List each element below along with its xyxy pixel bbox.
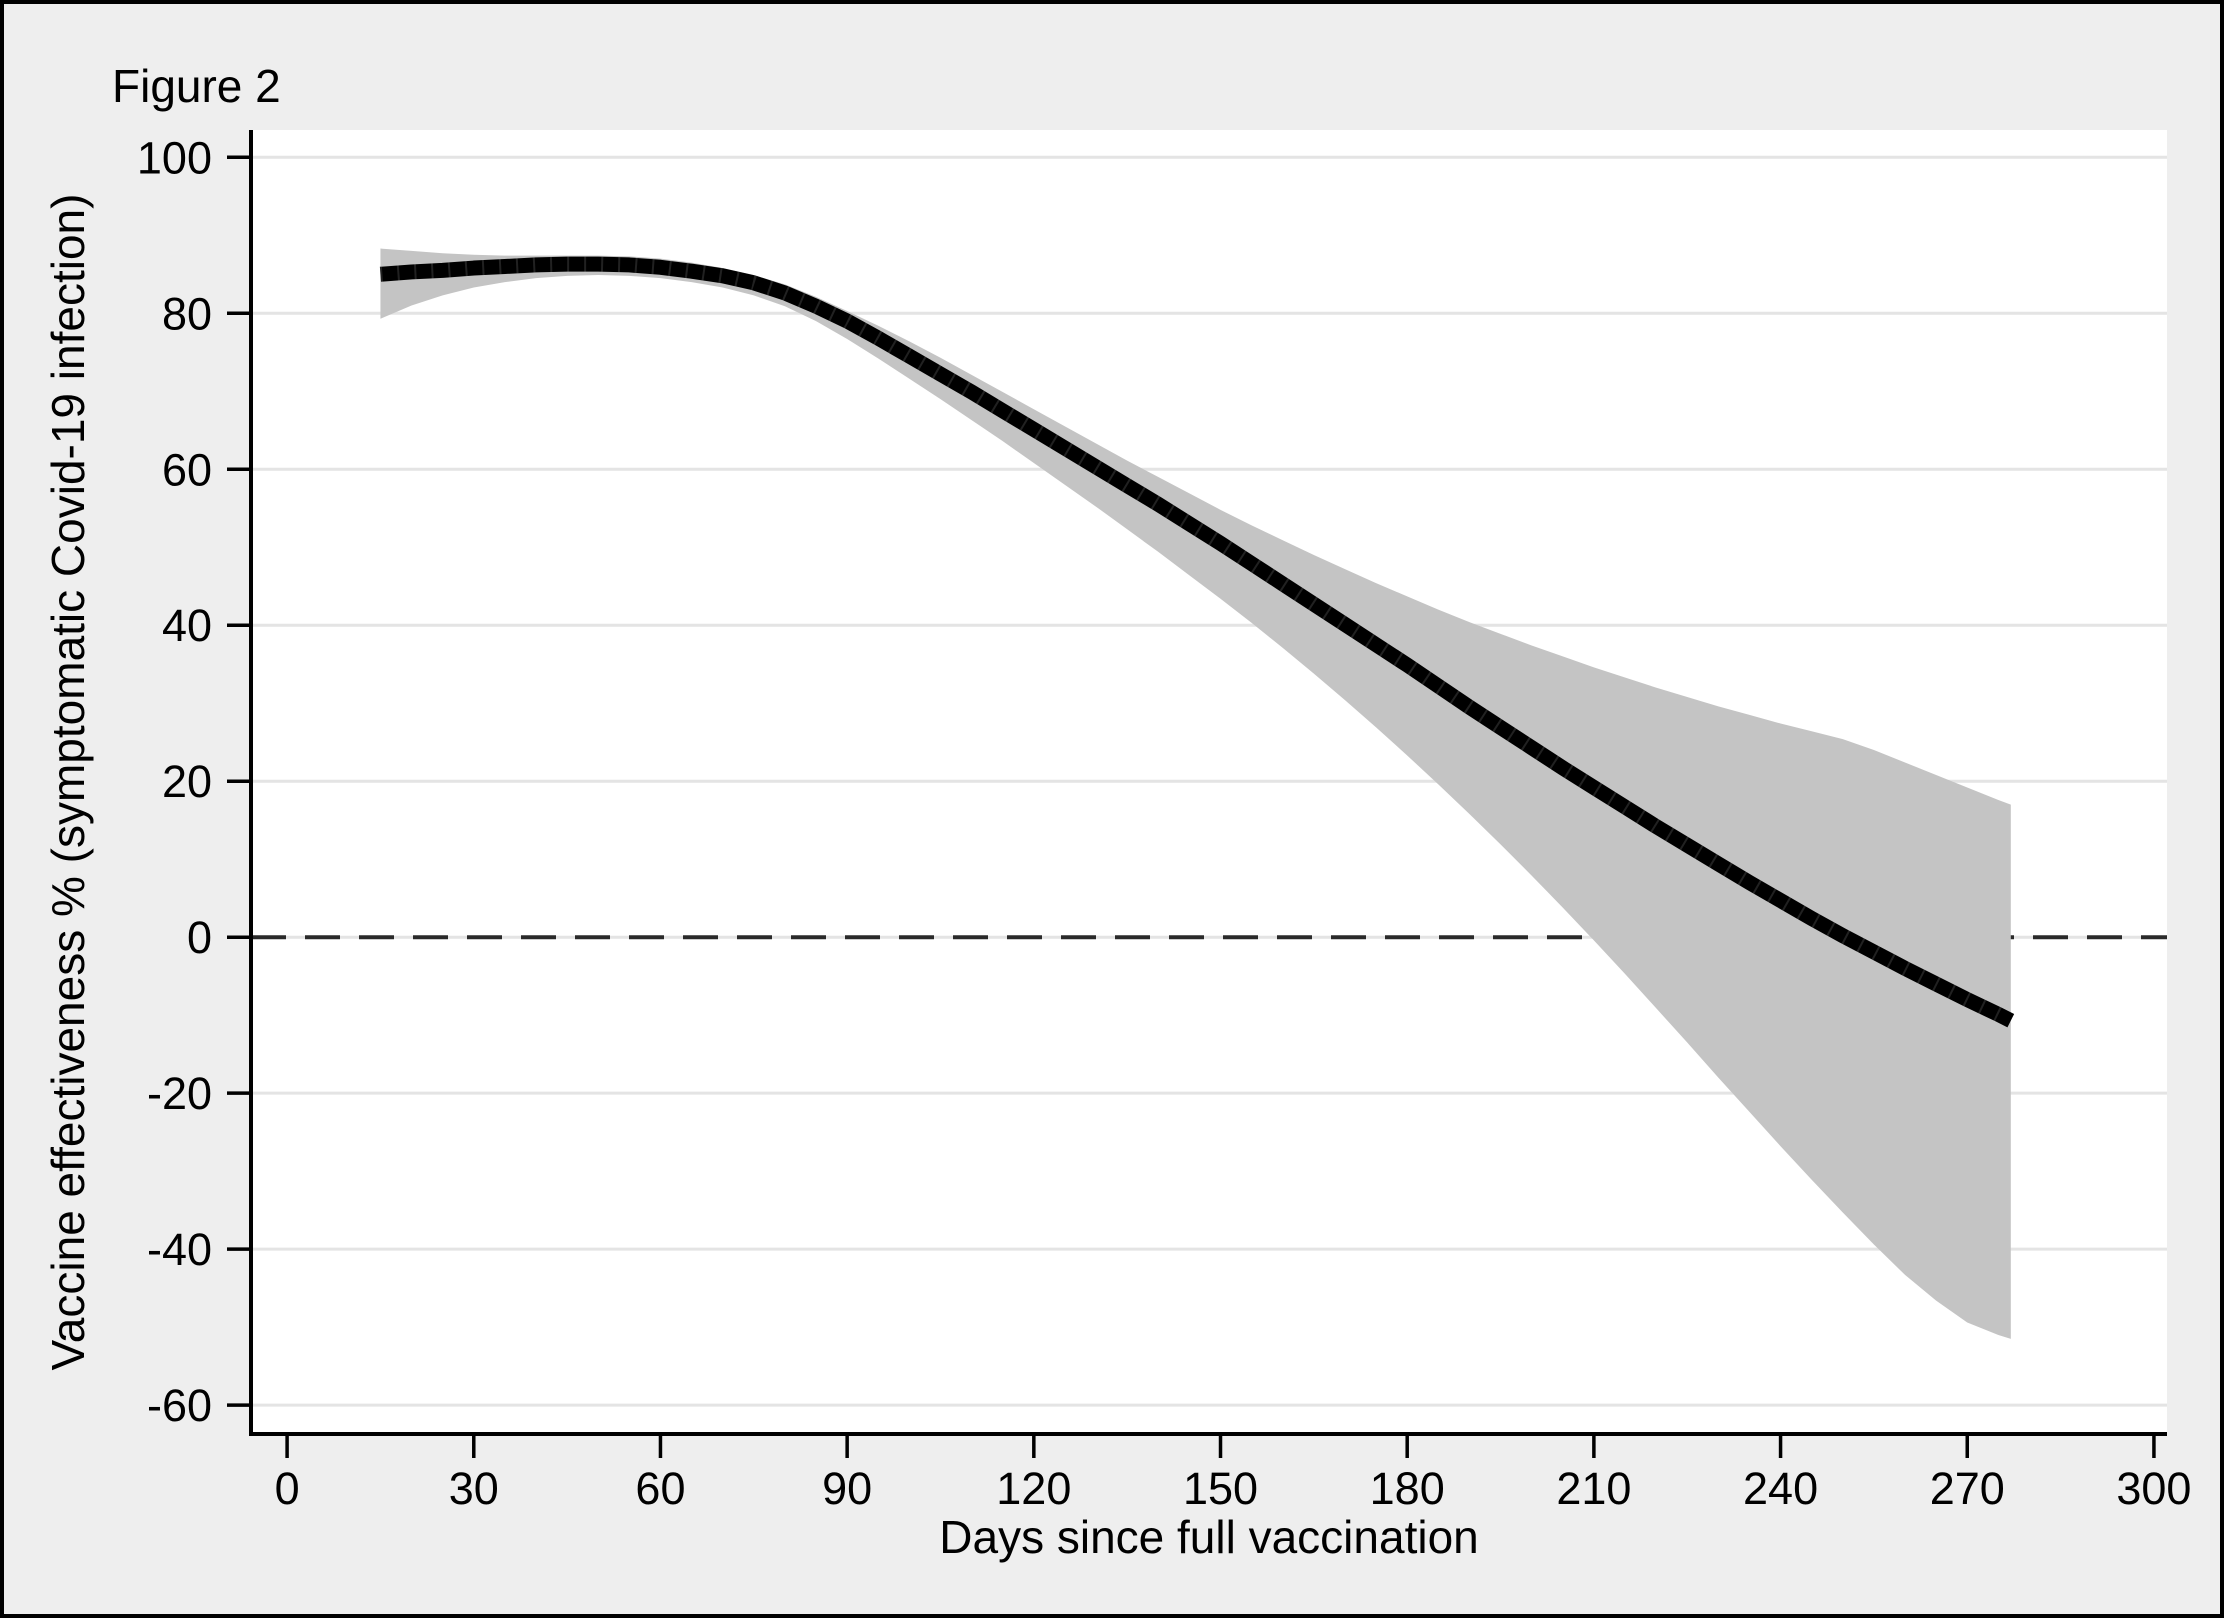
y-tick-label-0: 0 [187,912,212,963]
x-tick-label-120: 120 [996,1463,1071,1514]
ve-curve [379,256,2015,1028]
y-tick-label-40: 40 [162,600,212,651]
x-tick-label-210: 210 [1556,1463,1631,1514]
y-tick-label-60: 60 [162,444,212,495]
x-tick-label-150: 150 [1183,1463,1258,1514]
chart-plot-area: 100 80 60 40 20 0 -20 -40 -60 0 30 60 90 120 150 180 210… [137,130,2191,1514]
y-axis-title: Vaccine effectiveness % (symptomatic Cov… [42,193,94,1371]
x-tick-label-0: 0 [275,1463,300,1514]
x-tick-label-300: 300 [2116,1463,2191,1514]
x-tick-label-30: 30 [449,1463,499,1514]
confidence-band [380,248,2011,1339]
y-tick-label--40: -40 [147,1224,212,1275]
x-tick-label-240: 240 [1743,1463,1818,1514]
figure-title: Figure 2 [112,60,281,112]
x-axis-title: Days since full vaccination [939,1511,1479,1563]
x-tick-label-90: 90 [822,1463,872,1514]
y-tick-label-80: 80 [162,288,212,339]
y-tick-label-20: 20 [162,756,212,807]
x-tick-label-270: 270 [1930,1463,2005,1514]
y-tick-label--20: -20 [147,1068,212,1119]
y-tick-label--60: -60 [147,1380,212,1431]
x-tick-label-60: 60 [635,1463,685,1514]
y-tick-label-100: 100 [137,132,212,183]
x-tick-label-180: 180 [1370,1463,1445,1514]
